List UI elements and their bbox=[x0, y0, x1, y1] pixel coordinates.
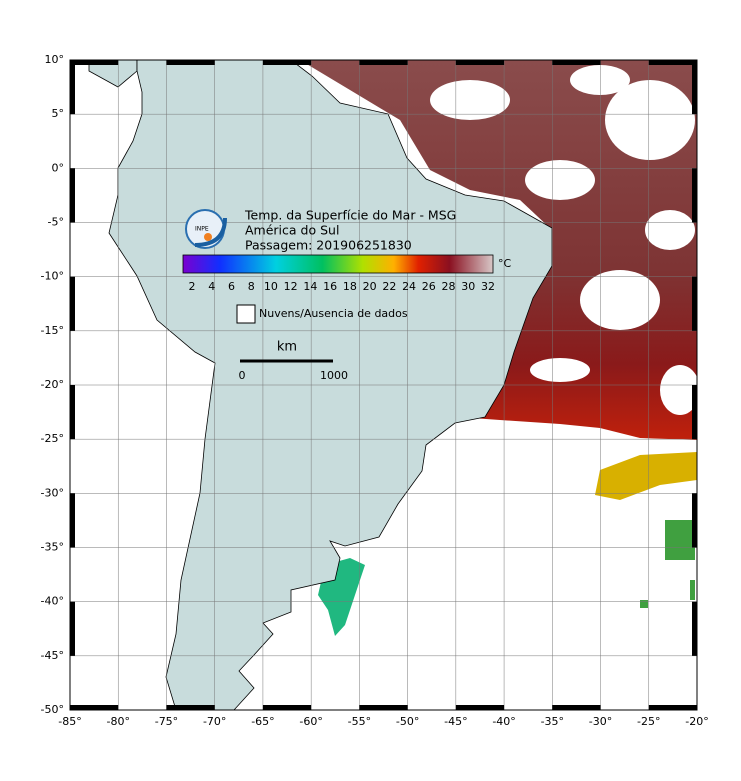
lat-tick-label: -5° bbox=[48, 216, 64, 229]
logo-text: INPE bbox=[195, 226, 209, 233]
lat-tick-label: -50° bbox=[41, 703, 64, 716]
lon-tick-label: -65° bbox=[251, 715, 274, 728]
scale-end: 1000 bbox=[320, 369, 348, 382]
colorbar-unit: °C bbox=[498, 257, 512, 270]
border-segment bbox=[648, 705, 697, 710]
lat-tick-label: -20° bbox=[41, 378, 64, 391]
lat-tick-label: 10° bbox=[45, 53, 65, 66]
legend-label: Nuvens/Ausencia de dados bbox=[259, 307, 408, 320]
colorbar-tick-label: 8 bbox=[248, 280, 255, 293]
border-segment bbox=[692, 168, 697, 223]
border-segment bbox=[648, 60, 697, 65]
border-segment bbox=[70, 60, 119, 65]
colorbar-tick-label: 18 bbox=[343, 280, 357, 293]
lon-tick-label: -55° bbox=[348, 715, 371, 728]
lat-tick-label: -40° bbox=[41, 595, 64, 608]
sst-field bbox=[300, 60, 697, 440]
border-segment bbox=[692, 385, 697, 440]
border-segment bbox=[166, 705, 215, 710]
lon-tick-label: -35° bbox=[541, 715, 564, 728]
lat-tick-label: 0° bbox=[52, 161, 65, 174]
border-segment bbox=[692, 601, 697, 656]
border-segment bbox=[455, 705, 505, 710]
colorbar-tick-label: 22 bbox=[382, 280, 396, 293]
lat-tick-label: -35° bbox=[41, 541, 64, 554]
graticule bbox=[70, 60, 697, 710]
sst-warm-patch bbox=[595, 452, 697, 500]
colorbar-tick-label: 20 bbox=[363, 280, 377, 293]
lon-tick-label: -85° bbox=[58, 715, 81, 728]
logo-arrow bbox=[194, 217, 227, 247]
border-segment bbox=[70, 276, 75, 331]
border-segment bbox=[359, 705, 408, 710]
map-area bbox=[70, 60, 697, 710]
sst-dots bbox=[640, 520, 695, 608]
lon-tick-label: -40° bbox=[492, 715, 515, 728]
border-segment bbox=[359, 60, 408, 65]
colorbar-tick-label: 14 bbox=[303, 280, 317, 293]
colorbar-tick-label: 30 bbox=[461, 280, 475, 293]
border-segment bbox=[70, 385, 75, 440]
lat-tick-label: -45° bbox=[41, 649, 64, 662]
lon-tick-label: -25° bbox=[637, 715, 660, 728]
lon-tick-label: -45° bbox=[444, 715, 467, 728]
border-segment bbox=[552, 60, 601, 65]
border-segment bbox=[70, 601, 75, 656]
lat-tick-label: -10° bbox=[41, 270, 64, 283]
scale-unit: km bbox=[277, 340, 297, 355]
border-segment bbox=[692, 276, 697, 331]
scale-start: 0 bbox=[239, 369, 246, 382]
frame-border bbox=[70, 60, 697, 710]
colorbar bbox=[182, 254, 494, 274]
colorbar-tick-label: 12 bbox=[284, 280, 298, 293]
logo-dot bbox=[204, 233, 212, 241]
lon-tick-label: -20° bbox=[685, 715, 708, 728]
border-segment bbox=[692, 60, 697, 115]
colorbar-tick-label: 24 bbox=[402, 280, 416, 293]
border-segment bbox=[70, 60, 75, 115]
border-segment bbox=[455, 60, 505, 65]
colorbar-tick-label: 16 bbox=[323, 280, 337, 293]
lat-tick-label: -15° bbox=[41, 324, 64, 337]
lon-tick-label: -30° bbox=[589, 715, 612, 728]
border-segment bbox=[552, 705, 601, 710]
colorbar-tick-label: 10 bbox=[264, 280, 278, 293]
lon-tick-label: -60° bbox=[299, 715, 322, 728]
border-segment bbox=[166, 60, 215, 65]
colorbar-tick-label: 6 bbox=[228, 280, 235, 293]
border-segment bbox=[70, 705, 119, 710]
title-line: Passagem: 201906251830 bbox=[245, 238, 412, 253]
colorbar-tick-label: 26 bbox=[422, 280, 436, 293]
cloud-gaps bbox=[430, 65, 697, 415]
lon-tick-label: -70° bbox=[203, 715, 226, 728]
lat-tick-label: -30° bbox=[41, 486, 64, 499]
border-segment bbox=[262, 60, 312, 65]
border-segment bbox=[70, 168, 75, 223]
lon-tick-label: -75° bbox=[155, 715, 178, 728]
lon-tick-label: -80° bbox=[106, 715, 129, 728]
border-segment bbox=[262, 705, 312, 710]
title-line: Temp. da Superfície do Mar - MSG bbox=[244, 208, 456, 223]
colorbar-tick-label: 2 bbox=[189, 280, 196, 293]
border-segment bbox=[70, 493, 75, 548]
title-line: América do Sul bbox=[245, 223, 339, 238]
colorbar-ticks: 2 4 6 8 10 12 14 16 18 20 22 24 26 28 30 32 bbox=[189, 280, 496, 293]
colorbar-tick-label: 4 bbox=[208, 280, 215, 293]
legend-swatch bbox=[236, 304, 256, 324]
lat-tick-label: -25° bbox=[41, 432, 64, 445]
colorbar-tick-label: 28 bbox=[442, 280, 456, 293]
lat-tick-label: 5° bbox=[52, 107, 65, 120]
border-segment bbox=[692, 493, 697, 548]
colorbar-tick-label: 32 bbox=[481, 280, 495, 293]
lon-tick-label: -50° bbox=[396, 715, 419, 728]
